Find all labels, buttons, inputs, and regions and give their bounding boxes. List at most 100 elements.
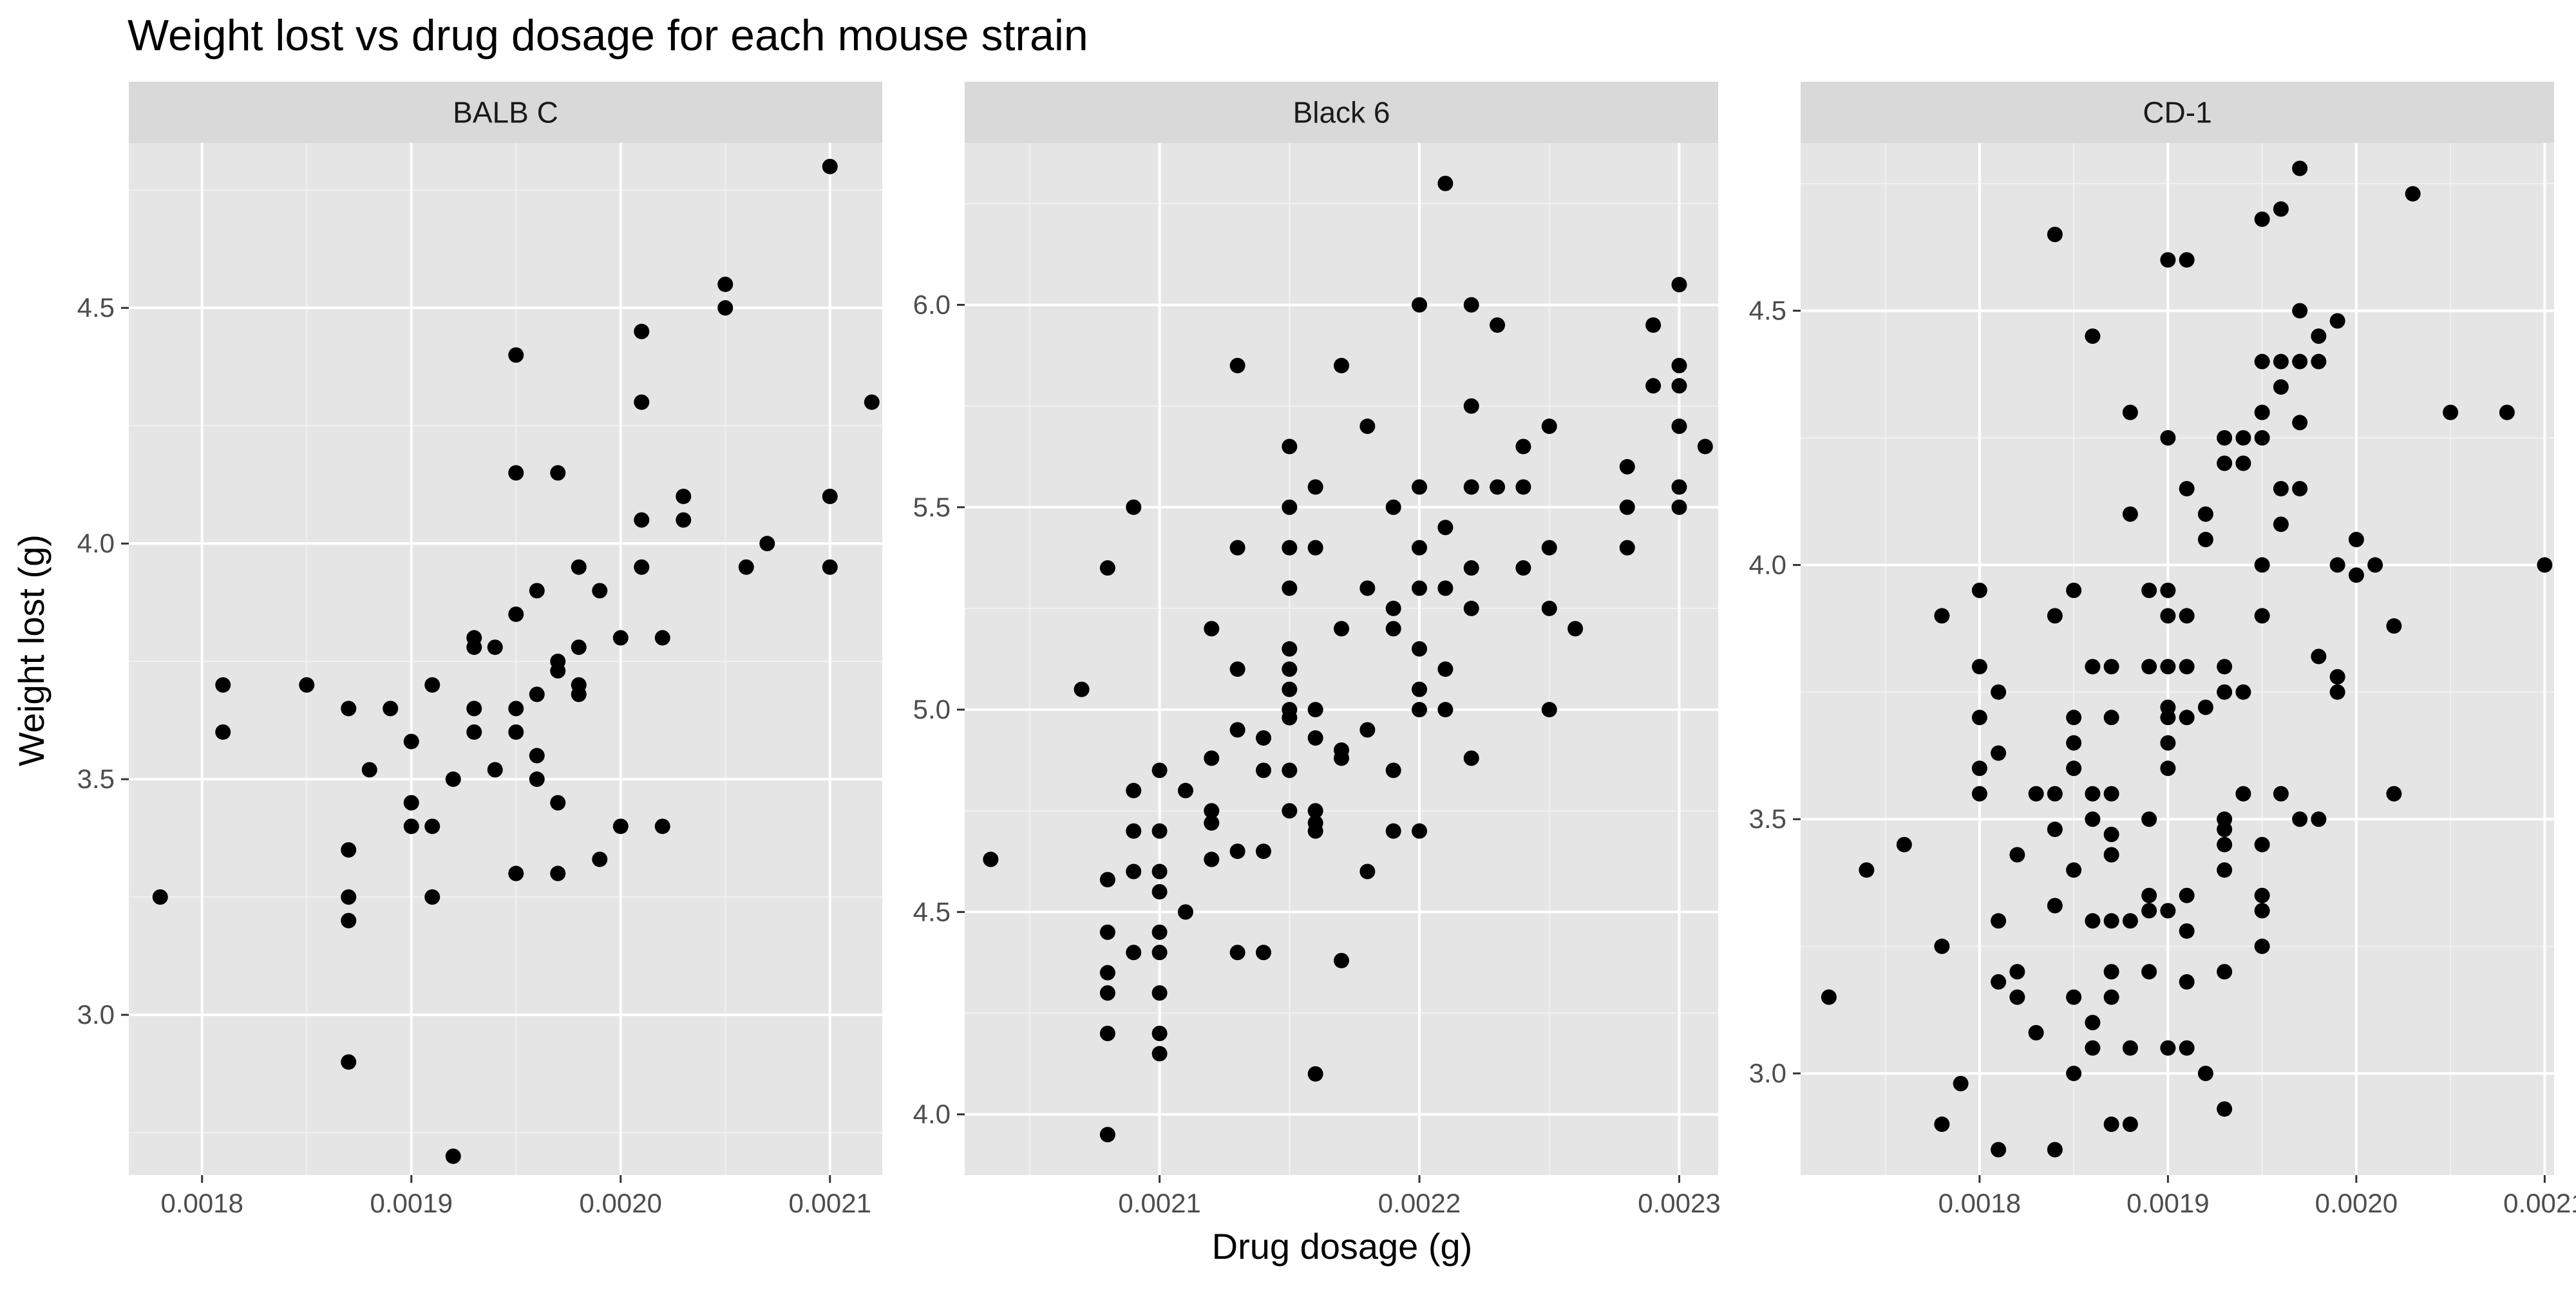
scatter-point xyxy=(2066,735,2082,751)
y-tick-label: 3.5 xyxy=(77,764,115,794)
scatter-point xyxy=(1334,357,1349,373)
scatter-point xyxy=(2235,786,2251,802)
scatter-point xyxy=(2254,887,2270,903)
scatter-point xyxy=(2329,557,2345,573)
scatter-point xyxy=(2028,786,2044,802)
y-axis-title: Weight lost (g) xyxy=(11,534,52,766)
scatter-point xyxy=(1229,661,1245,677)
scatter-points xyxy=(152,158,880,1164)
scatter-point xyxy=(1463,297,1479,313)
scatter-point xyxy=(2292,811,2308,827)
scatter-point xyxy=(2141,887,2157,903)
scatter-point xyxy=(2254,353,2270,370)
scatter-point xyxy=(2329,313,2345,329)
y-tick-label: 4.5 xyxy=(77,292,115,323)
scatter-point xyxy=(1229,357,1245,373)
scatter-point xyxy=(1412,479,1428,495)
scatter-point xyxy=(592,851,608,867)
scatter-point xyxy=(1126,499,1142,515)
scatter-point xyxy=(1412,297,1428,313)
scatter-point xyxy=(424,889,440,905)
scatter-point xyxy=(634,323,650,339)
scatter-point xyxy=(1971,582,1987,598)
scatter-point xyxy=(1151,863,1168,880)
scatter-point xyxy=(2160,252,2176,268)
scatter-point xyxy=(2348,531,2364,547)
scatter-point xyxy=(1991,745,2007,761)
scatter-point xyxy=(1307,803,1323,819)
facet-strip-label: BALB C xyxy=(453,96,558,129)
scatter-point xyxy=(676,488,692,504)
scatter-point xyxy=(1437,661,1454,677)
scatter-point xyxy=(508,347,524,363)
scatter-point xyxy=(2367,557,2383,573)
scatter-point xyxy=(2254,938,2270,954)
scatter-point xyxy=(1334,621,1349,637)
scatter-point xyxy=(1229,722,1245,738)
scatter-point xyxy=(2537,557,2553,573)
scatter-point xyxy=(2047,1142,2063,1158)
scatter-point xyxy=(1151,1046,1168,1062)
scatter-point xyxy=(529,748,545,764)
scatter-point xyxy=(2103,1117,2119,1133)
scatter-point xyxy=(822,559,838,575)
scatter-point xyxy=(2179,887,2195,903)
scatter-point xyxy=(2141,659,2157,675)
scatter-point xyxy=(2197,531,2213,547)
scatter-point xyxy=(2329,669,2345,685)
scatter-point xyxy=(2066,710,2082,726)
scatter-point xyxy=(2066,760,2082,777)
scatter-point xyxy=(2179,659,2195,675)
scatter-point xyxy=(1671,419,1687,435)
scatter-point xyxy=(403,733,419,749)
panel-background xyxy=(129,143,882,1175)
y-tick-label: 4.0 xyxy=(77,528,115,558)
x-tick-label: 0.0019 xyxy=(2126,1188,2209,1218)
scatter-point xyxy=(2160,430,2176,446)
scatter-point xyxy=(592,583,608,599)
scatter-point xyxy=(2217,430,2233,446)
scatter-point xyxy=(1177,782,1193,798)
scatter-point xyxy=(2160,1040,2176,1056)
scatter-point xyxy=(299,677,315,693)
scatter-point xyxy=(1282,580,1298,596)
scatter-point xyxy=(215,677,231,693)
scatter-point xyxy=(1307,730,1323,746)
scatter-point xyxy=(1334,952,1349,968)
scatter-point xyxy=(2179,608,2195,624)
scatter-point xyxy=(1204,815,1220,831)
x-tick-label: 0.0020 xyxy=(580,1188,662,1218)
scatter-point xyxy=(2179,923,2195,939)
scatter-point xyxy=(1971,786,1987,802)
scatter-point xyxy=(2235,430,2251,446)
scatter-point xyxy=(1151,985,1168,1001)
scatter-point xyxy=(1359,419,1376,435)
scatter-point xyxy=(2047,227,2063,243)
scatter-point xyxy=(1515,479,1531,495)
scatter-point xyxy=(1934,608,1950,624)
scatter-point xyxy=(2103,964,2119,980)
scatter-point xyxy=(1463,600,1479,616)
scatter-point xyxy=(1282,641,1298,657)
scatter-point xyxy=(424,818,440,834)
scatter-point xyxy=(1229,945,1245,961)
scatter-point xyxy=(508,465,524,481)
scatter-point xyxy=(2141,903,2157,919)
scatter-point xyxy=(529,771,545,787)
scatter-point xyxy=(822,158,838,174)
scatter-point xyxy=(1282,661,1298,677)
x-tick-label: 0.0018 xyxy=(1938,1188,2021,1218)
scatter-point xyxy=(1204,851,1220,867)
scatter-point xyxy=(1385,600,1401,616)
scatter-point xyxy=(1359,722,1376,738)
scatter-point xyxy=(1307,823,1323,839)
x-tick-label: 0.0020 xyxy=(2315,1188,2398,1218)
scatter-point xyxy=(1490,317,1506,333)
scatter-point xyxy=(1541,600,1557,616)
scatter-point xyxy=(1671,479,1687,495)
scatter-point xyxy=(550,663,566,679)
scatter-point xyxy=(1412,580,1428,596)
scatter-point xyxy=(1126,782,1142,798)
scatter-point xyxy=(1463,750,1479,766)
scatter-point xyxy=(1671,277,1687,293)
